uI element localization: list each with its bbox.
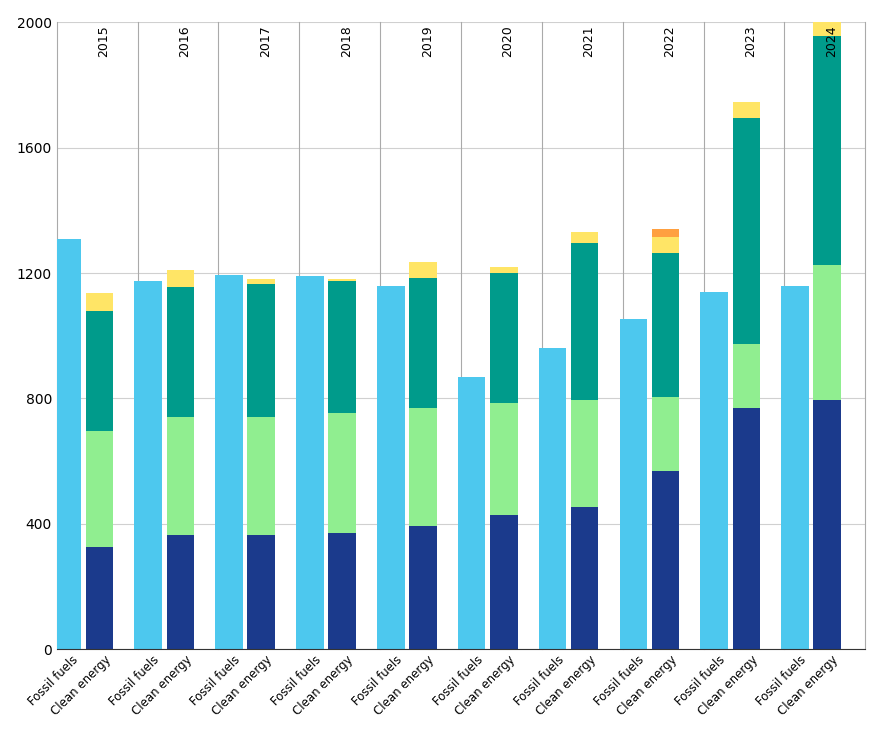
Bar xyxy=(490,404,518,514)
Bar xyxy=(248,417,275,535)
Bar xyxy=(328,279,355,281)
Bar xyxy=(134,281,162,650)
Bar xyxy=(652,397,679,470)
Bar xyxy=(571,400,598,506)
Text: 2021: 2021 xyxy=(582,25,595,57)
Bar xyxy=(248,284,275,417)
Bar xyxy=(813,36,841,265)
Bar xyxy=(167,287,194,417)
Bar xyxy=(86,548,113,650)
Bar xyxy=(86,293,113,311)
Bar xyxy=(490,514,518,650)
Bar xyxy=(733,408,760,650)
Bar xyxy=(539,348,566,650)
Bar xyxy=(328,281,355,412)
Bar xyxy=(700,292,728,650)
Bar xyxy=(377,286,405,650)
Bar xyxy=(733,102,760,118)
Bar xyxy=(167,417,194,535)
Bar xyxy=(409,526,437,650)
Bar xyxy=(652,253,679,397)
Text: 2015: 2015 xyxy=(97,25,110,57)
Text: 2019: 2019 xyxy=(421,25,434,57)
Bar xyxy=(652,470,679,650)
Bar xyxy=(86,311,113,431)
Bar xyxy=(571,232,598,243)
Bar xyxy=(813,10,841,21)
Bar xyxy=(490,267,518,273)
Text: 2016: 2016 xyxy=(178,25,191,57)
Bar xyxy=(813,21,841,36)
Bar xyxy=(733,118,760,343)
Text: 2018: 2018 xyxy=(340,25,353,57)
Bar xyxy=(167,535,194,650)
Bar xyxy=(54,239,81,650)
Bar xyxy=(813,265,841,400)
Bar xyxy=(328,412,355,534)
Bar xyxy=(409,262,437,278)
Bar xyxy=(409,408,437,526)
Bar xyxy=(86,431,113,548)
Bar xyxy=(167,270,194,287)
Text: 2020: 2020 xyxy=(502,25,514,57)
Bar xyxy=(813,400,841,650)
Text: 2024: 2024 xyxy=(825,25,838,57)
Bar xyxy=(571,506,598,650)
Bar xyxy=(409,278,437,408)
Bar xyxy=(248,535,275,650)
Bar xyxy=(571,243,598,400)
Bar xyxy=(458,376,485,650)
Bar xyxy=(652,237,679,253)
Bar xyxy=(215,275,243,650)
Bar xyxy=(733,343,760,408)
Text: 2017: 2017 xyxy=(259,25,272,57)
Bar xyxy=(248,279,275,284)
Bar xyxy=(619,318,647,650)
Bar xyxy=(781,286,809,650)
Bar xyxy=(490,273,518,404)
Bar xyxy=(652,229,679,237)
Text: 2023: 2023 xyxy=(744,25,757,57)
Bar xyxy=(328,534,355,650)
Bar xyxy=(296,276,324,650)
Text: 2022: 2022 xyxy=(663,25,676,57)
